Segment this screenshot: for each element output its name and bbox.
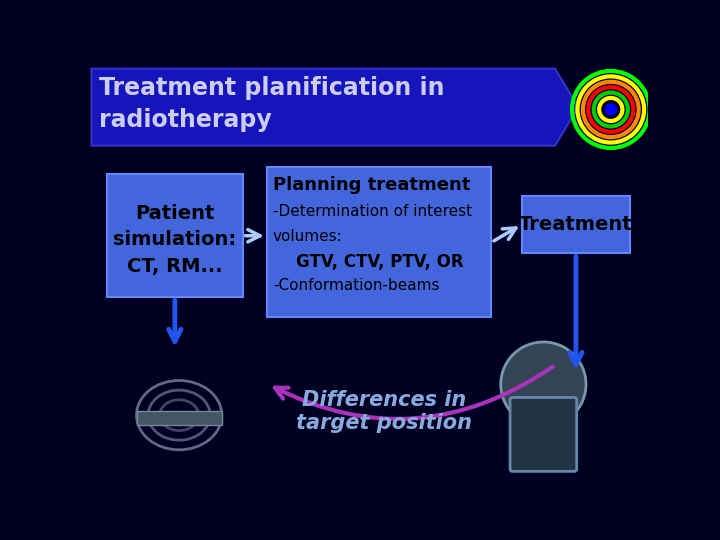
FancyBboxPatch shape bbox=[107, 174, 243, 298]
FancyArrowPatch shape bbox=[275, 367, 553, 419]
Polygon shape bbox=[91, 69, 578, 146]
Circle shape bbox=[500, 342, 586, 427]
Circle shape bbox=[605, 103, 617, 116]
Text: Treatment: Treatment bbox=[519, 215, 633, 234]
Text: -Conformation-beams: -Conformation-beams bbox=[273, 278, 439, 293]
FancyBboxPatch shape bbox=[522, 195, 630, 253]
FancyBboxPatch shape bbox=[137, 411, 222, 425]
Text: radiotherapy: radiotherapy bbox=[99, 108, 272, 132]
Text: Planning treatment: Planning treatment bbox=[273, 177, 470, 194]
Text: Patient
simulation:
CT, RM...: Patient simulation: CT, RM... bbox=[113, 204, 236, 275]
FancyBboxPatch shape bbox=[266, 167, 492, 318]
Text: Treatment planification in: Treatment planification in bbox=[99, 76, 445, 100]
Text: target position: target position bbox=[297, 413, 472, 433]
Text: Differences in: Differences in bbox=[302, 390, 467, 410]
Text: GTV, CTV, PTV, OR: GTV, CTV, PTV, OR bbox=[273, 253, 464, 272]
Text: -Determination of interest: -Determination of interest bbox=[273, 204, 472, 219]
FancyBboxPatch shape bbox=[510, 397, 577, 471]
Text: volumes:: volumes: bbox=[273, 229, 343, 244]
